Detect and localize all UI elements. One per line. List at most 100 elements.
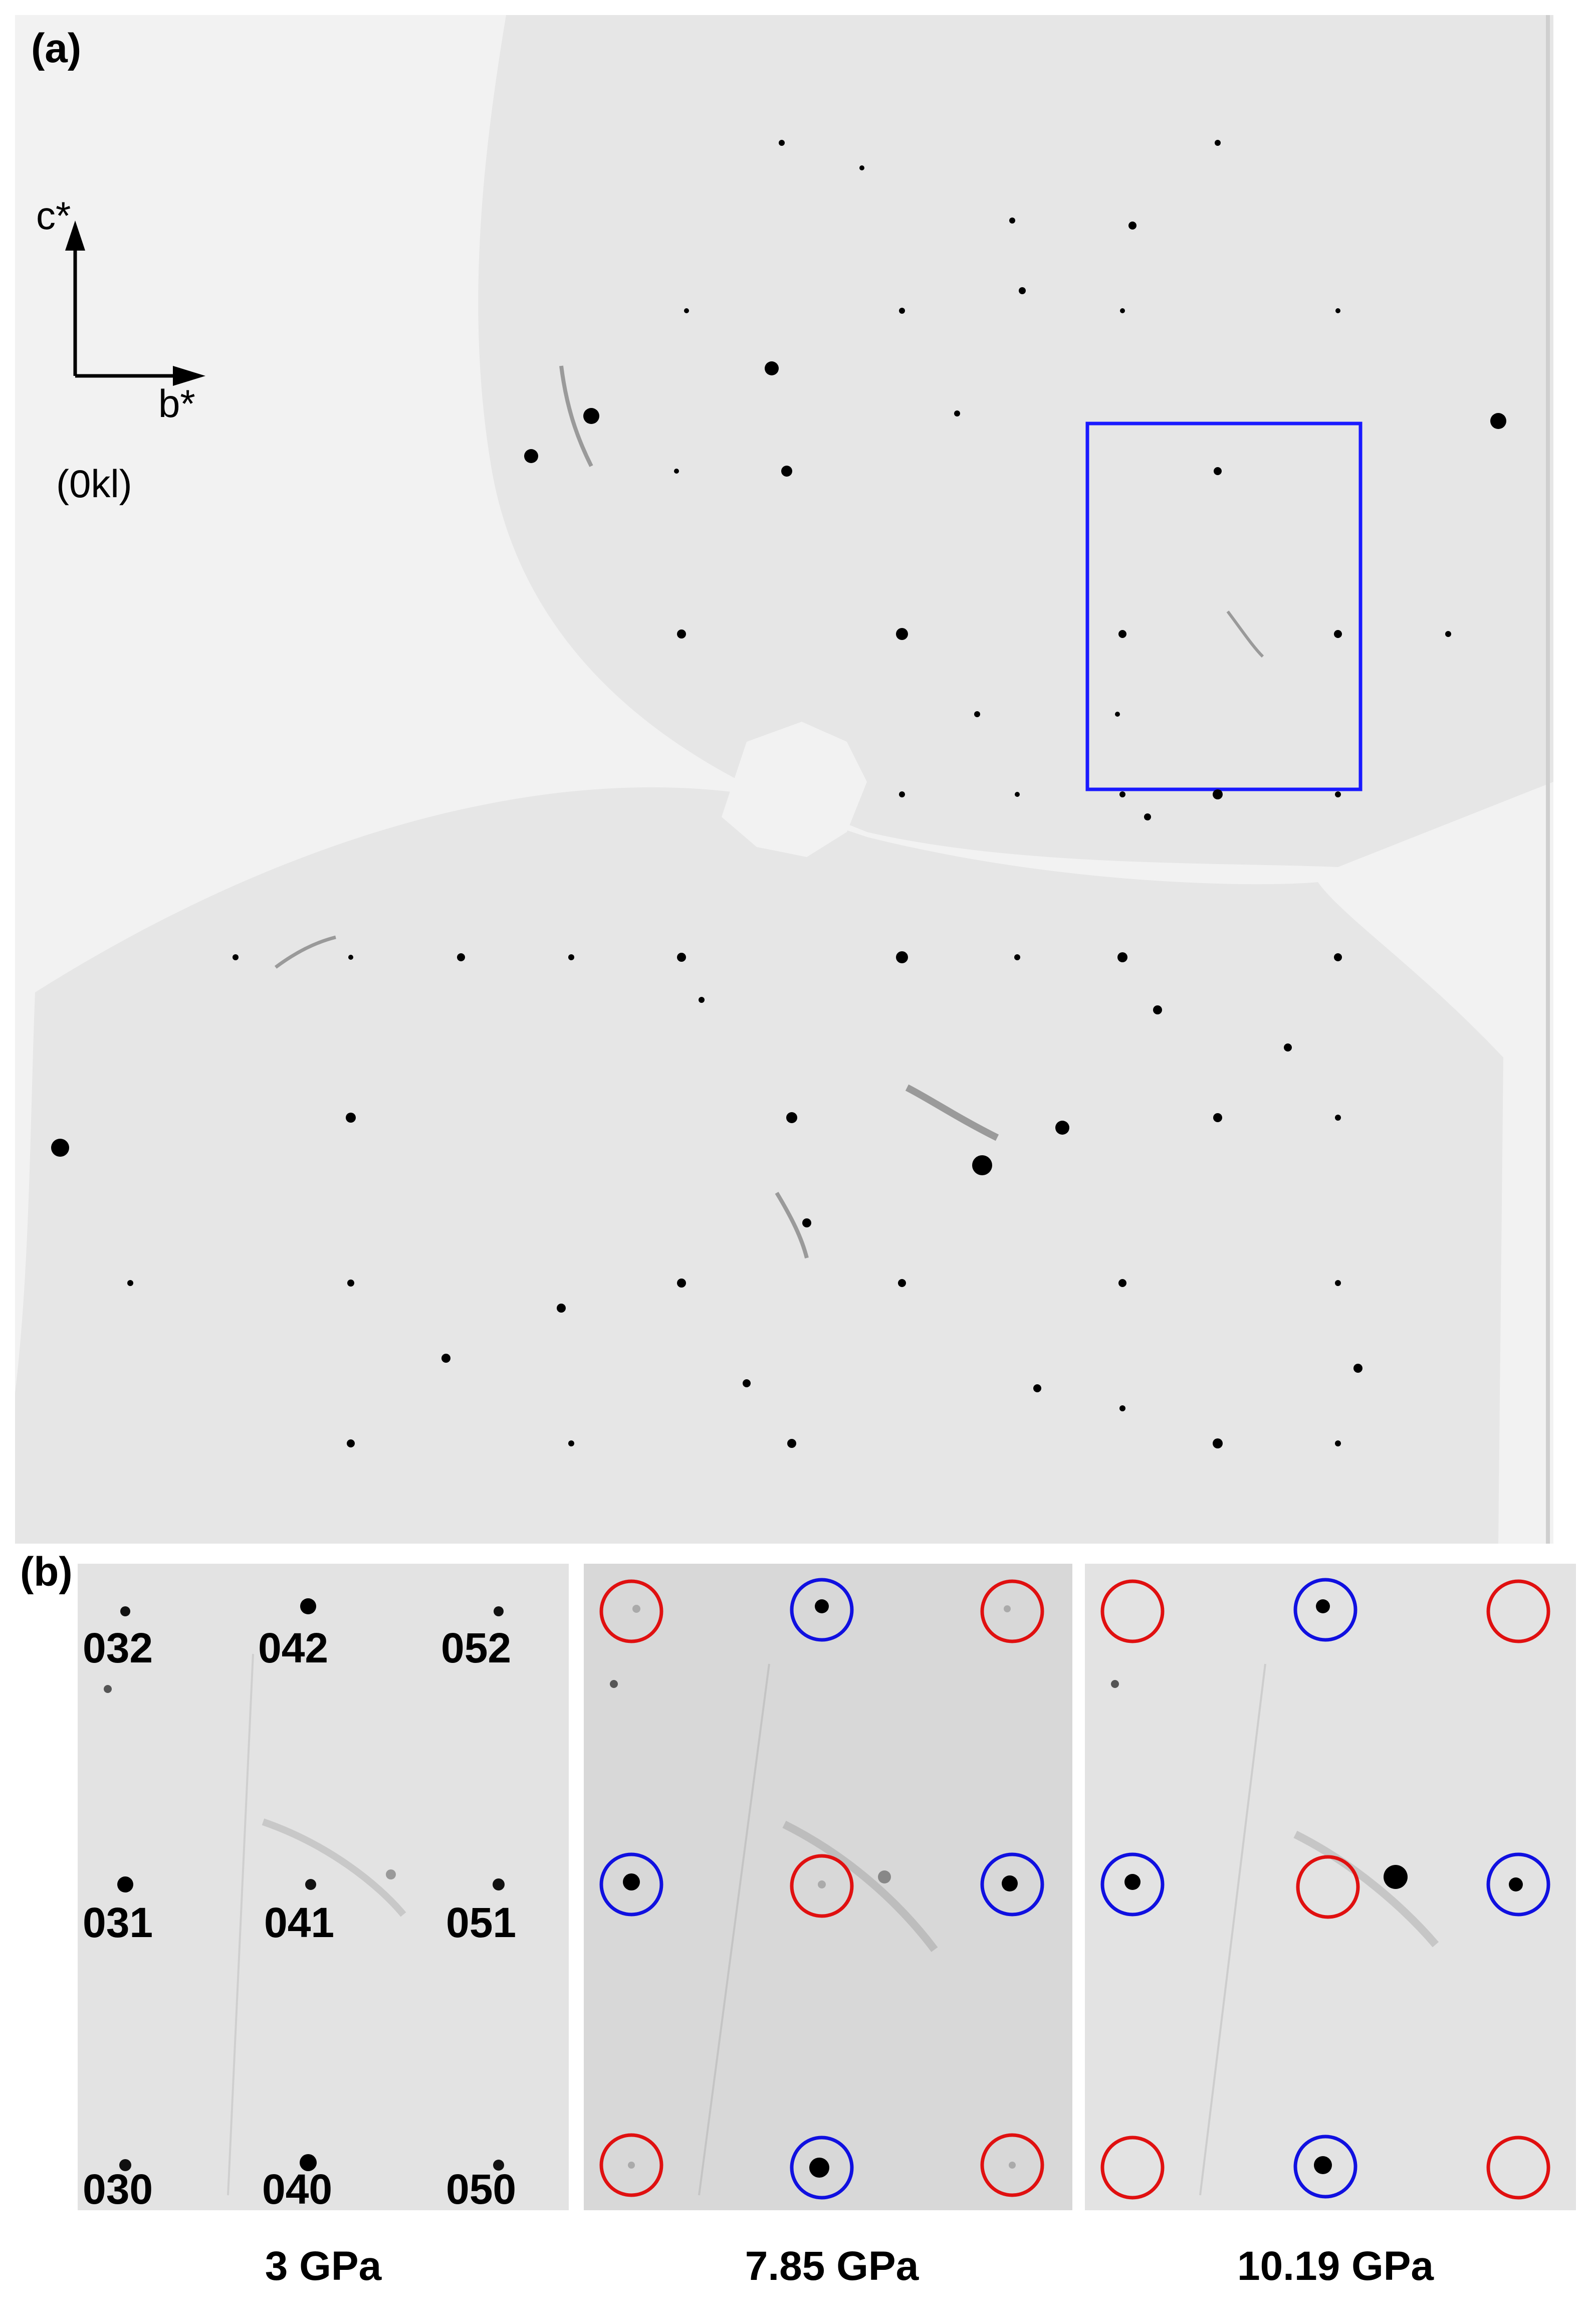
bragg-spot <box>779 140 785 146</box>
detector-upper <box>478 15 1553 867</box>
bragg-spot <box>1335 308 1340 313</box>
bragg-spot <box>896 628 908 640</box>
bragg-spot <box>1118 1279 1126 1287</box>
highlight-box <box>1085 421 1362 791</box>
c-arrow-icon <box>65 221 85 251</box>
bragg-spot <box>347 1280 354 1287</box>
bragg-spot <box>1153 1005 1162 1014</box>
subpanel-3gpa-image <box>104 1598 505 2196</box>
bragg-spot <box>765 361 779 375</box>
circle-red <box>1296 1855 1360 1919</box>
bragg-spot <box>677 953 686 962</box>
bragg-spot <box>1490 413 1506 429</box>
bragg-spot <box>1144 813 1151 820</box>
bragg-spot <box>568 1440 574 1446</box>
circle-blue <box>790 2136 854 2200</box>
bragg-spot <box>1335 1280 1341 1286</box>
hkl-label-041: 041 <box>264 1899 335 1946</box>
bragg-spot <box>347 1439 355 1447</box>
bragg-spot <box>1118 630 1126 638</box>
diffuse-streak <box>775 1191 809 1258</box>
hkl-label-030: 030 <box>83 2166 153 2210</box>
bragg-spot <box>1119 1405 1125 1411</box>
bragg-spot <box>524 449 538 463</box>
pressure-label-7-85gpa: 7.85 GPa <box>745 2243 919 2289</box>
hkl-label-042: 042 <box>258 1624 329 1671</box>
bragg-spot <box>1115 712 1120 717</box>
circle-red <box>599 2133 663 2197</box>
bragg-spot <box>1214 467 1222 475</box>
bragg-spot <box>786 1112 797 1123</box>
bragg-spot <box>557 1304 566 1313</box>
diffuse-streak <box>905 1084 999 1141</box>
subpanel-10-19gpa-image <box>1100 1578 1550 2200</box>
circle-blue <box>599 1852 663 1917</box>
bragg-spot <box>1334 630 1342 638</box>
circle-red <box>980 2133 1044 2197</box>
bragg-spot <box>1334 953 1342 961</box>
diffuse-streak <box>559 365 593 467</box>
subpanel-7-85gpa-image <box>599 1578 1044 2200</box>
circle-blue <box>1100 1852 1165 1917</box>
bragg-spot <box>127 1280 133 1286</box>
bragg-spot <box>1335 1440 1341 1446</box>
diffuse-streak <box>274 935 336 969</box>
hkl-label-032: 032 <box>83 1624 153 1671</box>
bragg-spot <box>972 1155 992 1175</box>
panel-b-label: (b) <box>20 1549 73 1595</box>
subpanel-10-19gpa <box>1085 1564 1576 2210</box>
bragg-spot <box>896 951 908 963</box>
subpanel-7-85gpa <box>584 1564 1072 2210</box>
bragg-spot <box>1215 140 1221 146</box>
circle-red <box>1486 1579 1550 1643</box>
bragg-spot <box>899 791 905 797</box>
hkl-label-040: 040 <box>262 2166 333 2210</box>
hkl-label-051: 051 <box>446 1899 517 1946</box>
bragg-spot <box>677 629 686 639</box>
diffuse-streak <box>1226 610 1264 658</box>
bragg-spot <box>699 997 705 1003</box>
bragg-spot <box>1015 792 1020 797</box>
hkl-label-052: 052 <box>441 1624 512 1671</box>
bragg-spot <box>781 466 792 477</box>
bragg-spot <box>898 1279 906 1287</box>
bragg-spot <box>1019 287 1026 294</box>
pressure-label-3gpa: 3 GPa <box>265 2243 382 2289</box>
panel-a-label: (a) <box>31 26 82 71</box>
bragg-spot <box>954 410 960 416</box>
bragg-spot <box>1120 308 1125 313</box>
bragg-spot <box>802 1218 811 1227</box>
circle-red <box>980 1579 1044 1643</box>
diffraction-pattern <box>15 15 1553 1544</box>
bragg-spot <box>233 954 239 960</box>
circle-red <box>790 1854 854 1918</box>
bragg-spot <box>1284 1043 1292 1051</box>
bragg-spot <box>899 308 905 314</box>
reciprocal-axes <box>65 221 205 386</box>
bragg-spot <box>348 955 353 960</box>
pressure-label-10-19gpa: 10.19 GPa <box>1237 2243 1434 2289</box>
bragg-spot <box>457 953 465 961</box>
subpanel-3gpa: 032 042 052 031 041 051 030 040 050 <box>78 1564 569 2210</box>
circle-red <box>1100 2136 1165 2200</box>
bragg-spot <box>1033 1384 1041 1392</box>
hkl-label-031: 031 <box>83 1899 153 1946</box>
circle-blue <box>1486 1852 1550 1917</box>
bragg-spot <box>346 1113 356 1123</box>
bragg-spot <box>974 711 980 717</box>
b-arrow-icon <box>173 366 205 386</box>
bragg-spot <box>583 408 599 424</box>
bragg-spot <box>1213 789 1223 799</box>
bragg-spot <box>441 1354 450 1363</box>
bragg-spot <box>1335 791 1341 797</box>
bragg-spot <box>1335 1115 1341 1121</box>
circle-red <box>1486 2136 1550 2200</box>
hkl-label-050: 050 <box>446 2166 517 2210</box>
bragg-spot <box>1009 218 1015 224</box>
bragg-spots <box>51 140 1506 1448</box>
circle-red <box>1100 1579 1165 1643</box>
bragg-spot <box>1353 1364 1362 1373</box>
bragg-spot <box>51 1139 69 1157</box>
bragg-spot <box>1445 631 1451 637</box>
circle-red <box>599 1579 663 1643</box>
